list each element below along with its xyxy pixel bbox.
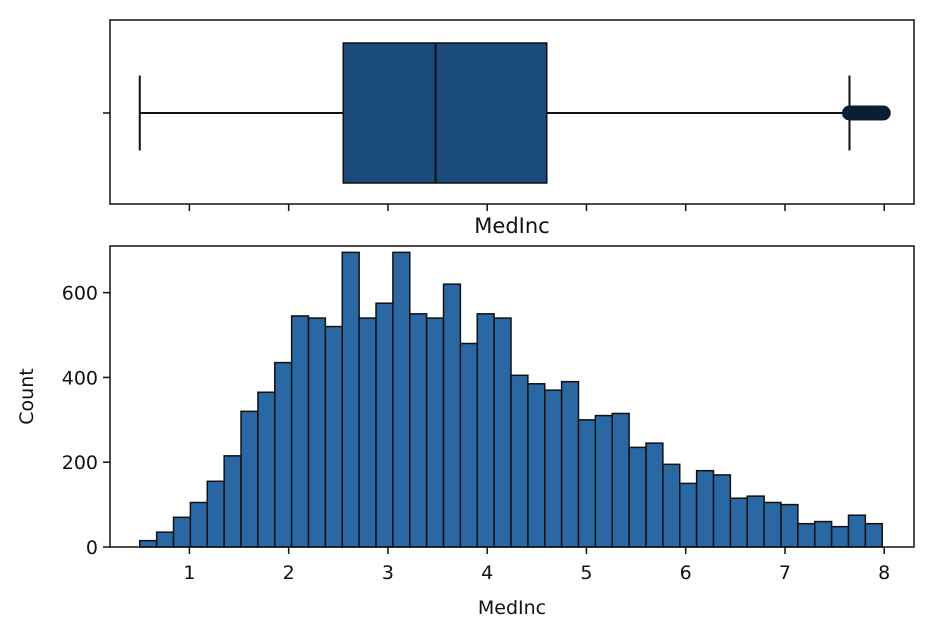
box-plot-x-axis-label: MedInc xyxy=(474,214,549,238)
histogram-bar xyxy=(847,514,867,548)
box-plot-x-ticks xyxy=(188,204,885,211)
histogram-bar xyxy=(695,469,715,548)
histogram-y-tick-label: 600 xyxy=(62,283,98,305)
histogram-bar xyxy=(813,520,833,548)
histogram-bar xyxy=(628,446,647,548)
histogram-x-tick-label: 8 xyxy=(878,562,890,584)
box-plot-frame xyxy=(109,19,915,205)
histogram-bar xyxy=(645,442,664,548)
histogram-bar xyxy=(375,302,394,548)
histogram-bar xyxy=(307,317,327,548)
histogram-bar xyxy=(527,383,546,548)
histogram-bar xyxy=(830,525,850,548)
histogram-bar xyxy=(442,283,462,548)
histogram-bar xyxy=(493,317,512,548)
histogram-bar xyxy=(223,455,242,548)
histogram-bar xyxy=(510,374,529,548)
histogram-bar xyxy=(560,380,580,548)
histogram-x-tick-label: 7 xyxy=(779,562,791,584)
histogram-bar xyxy=(189,501,209,548)
histogram-bar xyxy=(678,482,698,548)
histogram-bar xyxy=(476,313,495,548)
histogram-bar xyxy=(206,480,225,548)
histogram-bar xyxy=(324,325,344,548)
histogram-x-tick-label: 2 xyxy=(283,562,295,584)
histogram-panel: 1 2 3 4 5 6 7 8 0 200 400 600 MedInc Count xyxy=(16,245,915,619)
histogram-bar xyxy=(864,522,883,548)
histogram-bar xyxy=(172,516,192,548)
histogram-bar xyxy=(257,391,276,548)
histogram-bars xyxy=(139,251,883,548)
outlier-point xyxy=(875,105,891,121)
histogram-bar xyxy=(763,501,782,548)
histogram-bar xyxy=(459,342,479,548)
histogram-bar xyxy=(155,531,175,548)
histogram-bar xyxy=(746,495,765,548)
histogram-bar xyxy=(274,361,293,548)
histogram-bar xyxy=(392,251,411,548)
histogram-y-tick-label: 200 xyxy=(62,452,98,474)
histogram-bar xyxy=(240,410,259,548)
interquartile-box xyxy=(342,42,548,184)
histogram-bar xyxy=(358,317,377,548)
histogram-bar xyxy=(409,313,428,548)
histogram-x-axis-label: MedInc xyxy=(478,597,546,619)
box-plot-panel: MedInc xyxy=(103,19,915,238)
histogram-x-tick-label: 3 xyxy=(382,562,394,584)
histogram-bar xyxy=(797,522,816,548)
histogram-bar xyxy=(290,315,310,548)
histogram-x-ticks: 1 2 3 4 5 6 7 8 xyxy=(183,547,890,584)
histogram-bar xyxy=(425,317,445,548)
histogram-bar xyxy=(729,497,748,548)
histogram-bar xyxy=(577,419,597,548)
histogram-y-tick-label: 0 xyxy=(86,537,98,559)
histogram-bar xyxy=(712,474,732,548)
histogram-y-axis-label: Count xyxy=(16,368,38,424)
histogram-y-tick-label: 400 xyxy=(62,367,98,389)
histogram-bar xyxy=(341,251,360,548)
histogram-x-tick-label: 1 xyxy=(183,562,195,584)
histogram-y-ticks: 0 200 400 600 xyxy=(62,283,110,559)
box-plot xyxy=(138,42,891,184)
histogram-x-tick-label: 4 xyxy=(481,562,493,584)
histogram-bar xyxy=(139,539,158,548)
histogram-bar xyxy=(780,503,799,548)
histogram-bar xyxy=(662,463,681,548)
histogram-bar xyxy=(594,414,614,548)
histogram-bar xyxy=(544,389,563,548)
histogram-x-tick-label: 6 xyxy=(680,562,692,584)
histogram-x-tick-label: 5 xyxy=(580,562,592,584)
histogram-frame xyxy=(109,245,915,548)
histogram-bar xyxy=(611,412,630,548)
